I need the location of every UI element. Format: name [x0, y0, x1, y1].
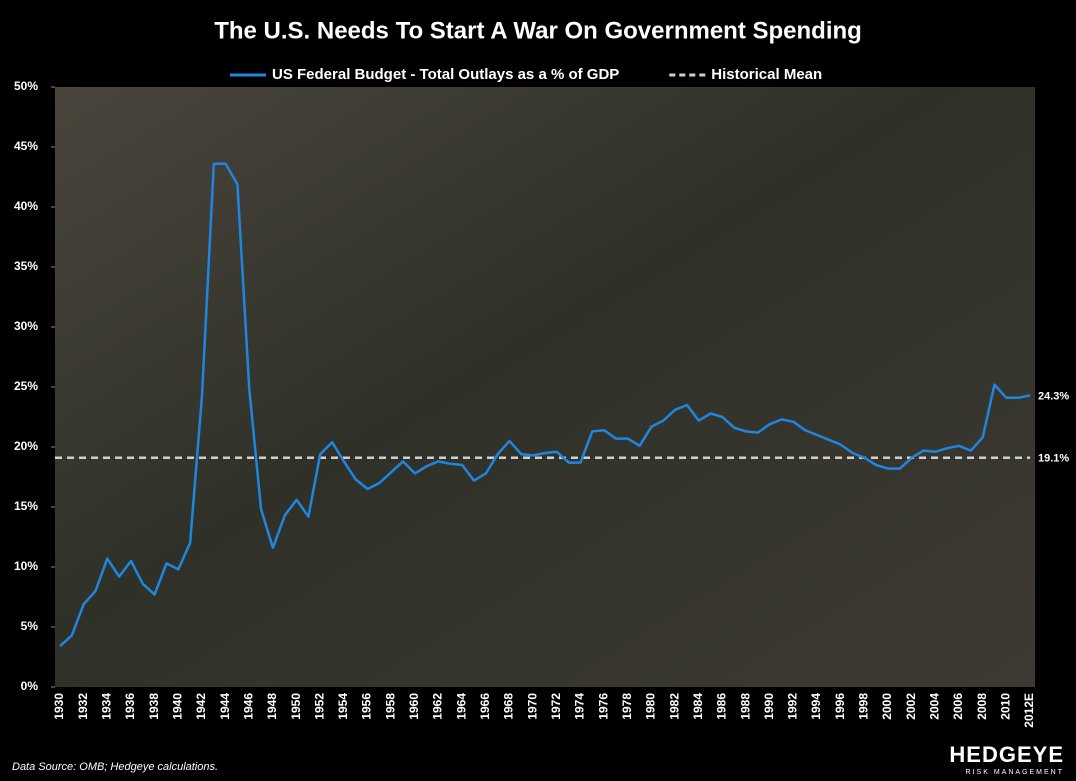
x-tick-label: 1962: [431, 693, 445, 720]
x-tick-label: 2002: [904, 693, 918, 720]
x-tick-label: 1970: [525, 693, 539, 720]
x-tick-label: 1978: [620, 693, 634, 720]
legend-label: Historical Mean: [711, 66, 822, 83]
x-tick-label: 1998: [857, 693, 871, 720]
x-tick-label: 1956: [360, 693, 374, 720]
x-tick-label: 1986: [715, 693, 729, 720]
y-tick-label: 0%: [21, 679, 39, 693]
x-tick-label: 2004: [928, 693, 942, 720]
x-tick-label: 1958: [383, 693, 397, 720]
x-tick-label: 1980: [644, 693, 658, 720]
x-tick-label: 1964: [454, 693, 468, 720]
x-tick-label: 1934: [99, 693, 113, 720]
y-tick-label: 45%: [14, 139, 38, 153]
chart-title: The U.S. Needs To Start A War On Governm…: [214, 17, 862, 44]
source-note: Data Source: OMB; Hedgeye calculations.: [12, 761, 218, 773]
x-tick-label: 1950: [289, 693, 303, 720]
x-tick-label: 2008: [975, 693, 989, 720]
x-tick-label: 2010: [999, 693, 1013, 720]
x-tick-label: 1944: [218, 693, 232, 720]
x-tick-label: 1994: [809, 693, 823, 720]
x-tick-label: 1942: [194, 693, 208, 720]
x-tick-label: 2006: [951, 693, 965, 720]
x-tick-label: 2012E: [1022, 693, 1036, 728]
x-tick-label: 1932: [76, 693, 90, 720]
x-tick-label: 1946: [241, 693, 255, 720]
y-tick-label: 25%: [14, 379, 38, 393]
plot-area: [55, 87, 1035, 687]
x-tick-label: 1976: [596, 693, 610, 720]
x-tick-label: 1972: [549, 693, 563, 720]
y-tick-label: 35%: [14, 259, 38, 273]
y-tick-label: 50%: [14, 79, 38, 93]
y-tick-label: 40%: [14, 199, 38, 213]
logo-tagline: RISK MANAGEMENT: [966, 769, 1064, 776]
x-tick-label: 1940: [170, 693, 184, 720]
x-tick-label: 1952: [312, 693, 326, 720]
x-tick-label: 1992: [786, 693, 800, 720]
x-tick-label: 1982: [667, 693, 681, 720]
y-tick-label: 15%: [14, 499, 38, 513]
x-tick-label: 1938: [147, 693, 161, 720]
y-tick-label: 20%: [14, 439, 38, 453]
x-tick-label: 1968: [502, 693, 516, 720]
y-tick-label: 5%: [21, 619, 39, 633]
legend-label: US Federal Budget - Total Outlays as a %…: [272, 66, 619, 83]
x-tick-label: 2000: [880, 693, 894, 720]
y-tick-label: 30%: [14, 319, 38, 333]
x-tick-label: 1936: [123, 693, 137, 720]
x-tick-label: 1954: [336, 693, 350, 720]
data-label: 24.3%: [1038, 390, 1069, 402]
data-line: [59, 162, 1031, 648]
x-tick-label: 1930: [52, 693, 66, 720]
x-tick-label: 1996: [833, 693, 847, 720]
x-tick-label: 1984: [691, 693, 705, 720]
x-tick-label: 1988: [738, 693, 752, 720]
x-tick-label: 1948: [265, 693, 279, 720]
x-tick-label: 1960: [407, 693, 421, 720]
x-tick-label: 1990: [762, 693, 776, 720]
x-tick-label: 1974: [573, 693, 587, 720]
reference-label: 19.1%: [1038, 453, 1069, 465]
x-tick-label: 1966: [478, 693, 492, 720]
logo: HEDGEYE: [949, 742, 1064, 767]
y-tick-label: 10%: [14, 559, 38, 573]
